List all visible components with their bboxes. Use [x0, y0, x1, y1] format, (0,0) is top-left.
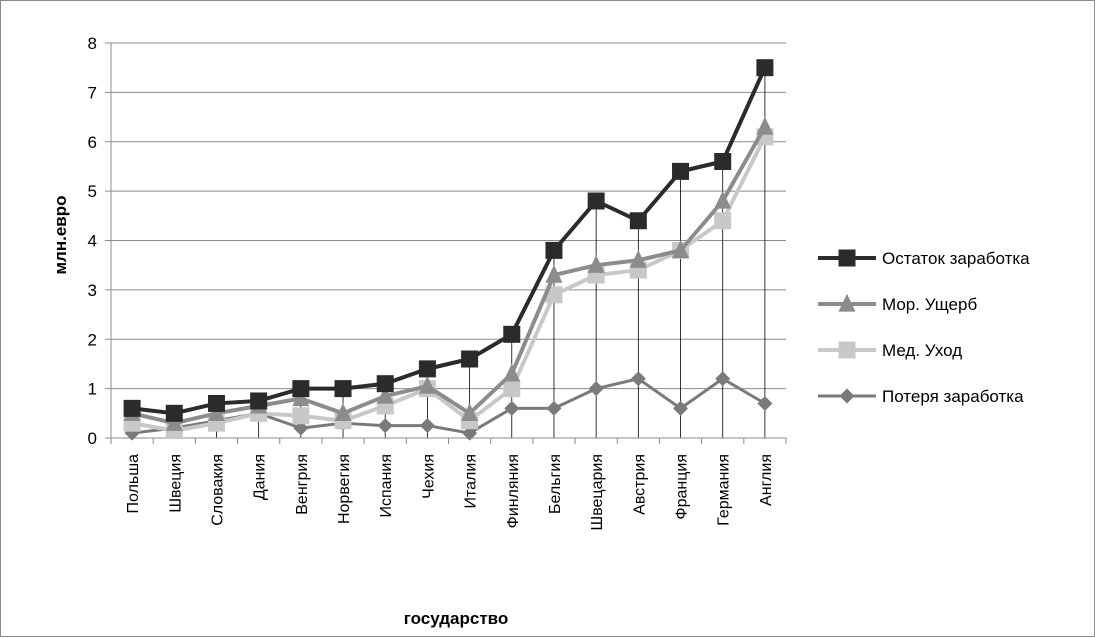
data-point [377, 418, 393, 434]
data-point [334, 403, 352, 421]
data-point [503, 380, 521, 398]
legend-marker [838, 341, 856, 359]
data-point [673, 400, 689, 416]
y-tick-label: 2 [88, 330, 97, 349]
data-point [587, 192, 605, 210]
x-category-label: Норвегия [336, 454, 353, 524]
legend-label: Мор. Ущерб [882, 295, 977, 314]
legend-entry: Мор. Ущерб [818, 293, 977, 314]
data-point [715, 371, 731, 387]
data-point [630, 371, 646, 387]
data-point [503, 363, 521, 382]
x-category-label: Венгрия [294, 454, 311, 515]
x-category-label: Финляния [505, 454, 522, 528]
legend-entry: Остаток заработка [818, 249, 1030, 268]
data-point [629, 250, 647, 268]
y-tick-label: 6 [88, 133, 97, 152]
legend-entry: Мед. Уход [818, 341, 962, 360]
data-point [207, 394, 225, 412]
legend-label: Остаток заработка [882, 249, 1030, 268]
x-category-label: Австрия [631, 454, 648, 515]
series-2 [123, 116, 774, 431]
data-point [165, 404, 183, 422]
data-point [461, 350, 479, 368]
data-point [756, 116, 774, 135]
data-point [588, 381, 604, 397]
x-category-label: Испания [378, 454, 395, 518]
x-category-label: Франция [674, 454, 691, 520]
data-point [293, 420, 309, 436]
data-point [714, 190, 732, 209]
y-tick-label: 4 [88, 232, 97, 251]
x-category-label: Швеция [167, 454, 184, 513]
series-1 [123, 59, 774, 422]
x-axis-title: государство [404, 609, 509, 628]
y-tick-label: 3 [88, 281, 97, 300]
y-tick-label: 1 [88, 380, 97, 399]
x-category-label: Польша [125, 454, 142, 514]
x-category-label: Словакия [209, 454, 226, 526]
series-line [131, 125, 767, 426]
legend-marker [839, 388, 855, 404]
data-point [292, 380, 310, 398]
legend: Остаток заработка Мор. Ущерб Мед. Уход Поте… [818, 249, 1030, 406]
data-point [376, 385, 394, 404]
data-point [672, 162, 690, 180]
data-point [418, 375, 436, 394]
data-point [503, 325, 521, 343]
legend-label: Потеря заработка [882, 387, 1024, 406]
data-point [545, 241, 563, 259]
data-point [546, 400, 562, 416]
x-category-label: Дания [252, 454, 269, 500]
legend-marker [838, 293, 856, 312]
data-point [376, 375, 394, 393]
data-point [714, 212, 732, 230]
data-point [462, 425, 478, 441]
data-point [756, 59, 774, 77]
data-point [504, 400, 520, 416]
x-category-label: Англия [758, 454, 775, 506]
y-axis-title: млн.евро [51, 195, 70, 274]
data-point [207, 403, 225, 421]
legend-entry: Потеря заработка [818, 387, 1024, 406]
x-category-label: Швецария [589, 454, 606, 530]
series-plot [123, 59, 774, 441]
axes: 0 1 2 3 4 5 6 7 8 Польша Швеция Словакия Дания Венгри… [88, 34, 787, 530]
data-point [418, 360, 436, 378]
y-tick-label: 0 [88, 429, 97, 448]
data-point [714, 153, 732, 170]
data-point [757, 395, 773, 411]
data-point [629, 212, 647, 230]
data-point [292, 388, 310, 407]
y-tick-label: 8 [88, 34, 97, 53]
data-point [461, 403, 479, 421]
series-line [131, 135, 767, 433]
data-point [165, 412, 183, 431]
y-tick-label: 7 [88, 83, 97, 102]
data-point [292, 407, 310, 425]
x-category-label: Италия [463, 454, 480, 508]
y-tick-label: 5 [88, 182, 97, 201]
data-point [587, 254, 605, 273]
x-category-label: Чехия [420, 454, 437, 499]
data-point [250, 392, 268, 410]
data-point [545, 264, 563, 283]
legend-marker [838, 249, 856, 267]
data-point [123, 399, 141, 417]
legend-label: Мед. Уход [882, 341, 962, 360]
gridlines [111, 42, 786, 438]
x-category-label: Германия [716, 454, 733, 526]
data-point [334, 380, 352, 398]
series-line [131, 66, 767, 416]
data-point [419, 418, 435, 434]
data-point [672, 240, 690, 259]
x-category-label: Бельгия [547, 454, 564, 514]
data-point [545, 286, 563, 304]
